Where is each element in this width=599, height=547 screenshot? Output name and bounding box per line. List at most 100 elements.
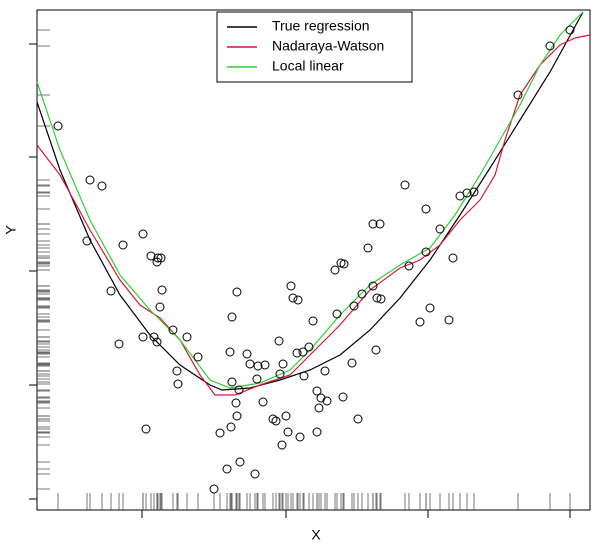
data-point [271, 416, 281, 426]
data-point [283, 427, 293, 437]
data-point [152, 337, 162, 347]
data-point [234, 385, 244, 395]
data-point [330, 265, 340, 275]
data-point [152, 257, 162, 267]
data-point [400, 180, 410, 190]
data-point [168, 325, 178, 335]
data-point [268, 414, 278, 424]
data-point [314, 403, 324, 413]
data-point [425, 303, 435, 313]
data-point [53, 121, 63, 131]
data-point [106, 286, 116, 296]
data-point [275, 369, 285, 379]
y-axis-label: Y [3, 225, 19, 235]
data-point [82, 236, 92, 246]
data-point [421, 204, 431, 214]
data-point [215, 428, 225, 438]
data-point [232, 287, 242, 297]
data-point [281, 411, 291, 421]
data-point [225, 347, 235, 357]
x-axis-label: X [311, 527, 321, 543]
data-point [155, 302, 165, 312]
data-point [235, 457, 245, 467]
data-point [260, 360, 270, 370]
regression-line [36, 34, 591, 396]
data-point [292, 348, 302, 358]
regression-line [36, 11, 584, 391]
data-point [209, 484, 219, 494]
data-point [368, 219, 378, 229]
data-point [138, 332, 148, 342]
data-point [375, 219, 385, 229]
data-point [278, 359, 288, 369]
data-point [274, 336, 284, 346]
data-point [320, 366, 330, 376]
data-point [304, 342, 314, 352]
data-point [182, 332, 192, 342]
data-point [295, 432, 305, 442]
data-point [565, 25, 575, 35]
data-point [339, 259, 349, 269]
data-point [312, 427, 322, 437]
data-point [173, 379, 183, 389]
data-point [258, 397, 268, 407]
data-point [141, 424, 151, 434]
data-point [242, 349, 252, 359]
data-point [469, 187, 479, 197]
data-point [376, 294, 386, 304]
data-point [85, 175, 95, 185]
data-point [299, 371, 309, 381]
data-point [193, 352, 203, 362]
data-point [349, 301, 359, 311]
data-point [231, 398, 241, 408]
data-point [232, 411, 242, 421]
data-point [245, 359, 255, 369]
data-point [252, 374, 262, 384]
data-point [118, 240, 128, 250]
data-point [372, 293, 382, 303]
data-point [338, 392, 348, 402]
data-point [222, 464, 232, 474]
data-point [226, 422, 236, 432]
data-point [357, 289, 367, 299]
data-point [277, 440, 287, 450]
data-point [332, 309, 342, 319]
legend-label: True regression [272, 18, 370, 34]
data-point [363, 243, 373, 253]
legend-label: Nadaraya-Watson [272, 38, 384, 54]
data-point [368, 281, 378, 291]
data-point [322, 396, 332, 406]
plot-frame [36, 9, 591, 511]
data-point [545, 41, 555, 51]
data-point [157, 285, 167, 295]
data-point [316, 393, 326, 403]
data-point [347, 358, 357, 368]
data-point [227, 377, 237, 387]
data-point [288, 293, 298, 303]
data-point [149, 332, 159, 342]
data-point [435, 224, 445, 234]
data-point [97, 181, 107, 191]
data-point [114, 339, 124, 349]
data-point [172, 366, 182, 376]
data-point [415, 317, 425, 327]
data-point [448, 253, 458, 263]
data-point [286, 281, 296, 291]
data-point [308, 316, 318, 326]
data-point [513, 90, 523, 100]
data-point [253, 361, 263, 371]
regression-line [36, 11, 584, 389]
data-point [353, 414, 363, 424]
data-point [293, 295, 303, 305]
data-point [298, 347, 308, 357]
data-point [146, 251, 156, 261]
data-point [444, 315, 454, 325]
data-point [153, 253, 163, 263]
data-point [404, 261, 414, 271]
data-point [250, 469, 260, 479]
legend-label: Local linear [272, 58, 344, 74]
data-point [138, 229, 148, 239]
data-point [312, 386, 322, 396]
data-point [462, 188, 472, 198]
